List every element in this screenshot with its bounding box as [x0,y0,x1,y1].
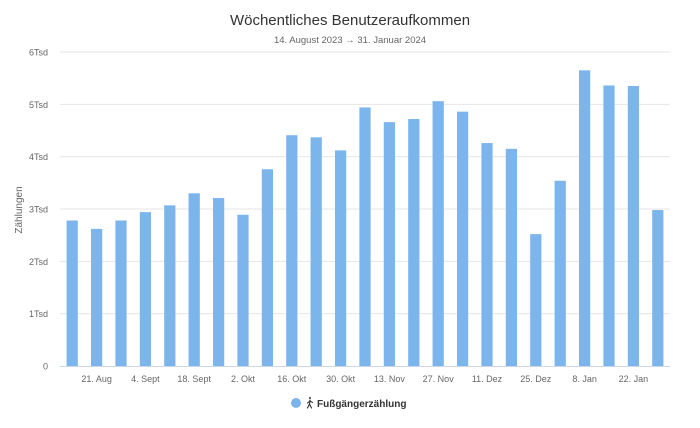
legend-label: Fußgängerzählung [317,399,406,410]
bar[interactable] [652,210,664,366]
bar[interactable] [115,220,127,366]
x-tick-label: 18. Sept [177,374,211,384]
bar[interactable] [139,212,152,366]
bar[interactable] [481,143,493,366]
x-tick-label: 8. Jan [572,374,597,384]
bar[interactable] [237,214,249,366]
chart-subtitle: 14. August 2023 → 31. Januar 2024 [274,35,426,46]
pedestrian-icon [306,397,314,409]
bar[interactable] [334,150,347,366]
bar[interactable] [383,122,396,366]
y-tick-label: 3Tsd [29,205,48,215]
x-tick-label: 13. Nov [374,374,406,384]
bar[interactable] [408,118,420,366]
x-axis-labels: 21. Aug 4. Sept 18. Sept 2. Okt 16. Okt 30. O… [81,374,648,384]
bar[interactable] [456,111,469,366]
bar[interactable] [603,85,615,366]
y-tick-label: 1Tsd [29,309,48,319]
legend[interactable]: Fußgängerzählung [291,397,406,410]
bar[interactable] [505,148,518,366]
y-axis-labels: 0 1Tsd 2Tsd 3Tsd 4Tsd 5Tsd 6Tsd [29,48,48,372]
bar[interactable] [164,205,176,366]
y-tick-label: 4Tsd [29,152,48,162]
x-tick-label: 30. Okt [326,374,356,384]
y-axis-title: Zählungen [14,186,25,233]
x-tick-label: 21. Aug [81,374,112,384]
bar[interactable] [261,169,274,366]
bar[interactable] [530,234,542,366]
x-tick-label: 2. Okt [231,374,256,384]
bar[interactable] [359,107,371,367]
x-tick-label: 4. Sept [131,374,160,384]
bar[interactable] [554,180,566,366]
x-tick-label: 11. Dez [472,374,503,384]
legend-marker [291,398,301,408]
bar[interactable] [66,220,78,366]
bar[interactable] [212,198,225,366]
x-tick-label: 25. Dez [520,374,552,384]
y-tick-label: 0 [43,362,48,372]
chart-title: Wöchentliches Benutzeraufkommen [230,12,470,29]
x-tick-label: 16. Okt [277,374,307,384]
bar[interactable] [286,135,298,366]
bar[interactable] [188,193,200,366]
y-tick-label: 6Tsd [29,48,48,58]
bar-series [66,70,664,367]
x-tick-label: 27. Nov [423,374,455,384]
bar[interactable] [578,70,591,367]
bar[interactable] [310,137,322,366]
bar[interactable] [627,86,640,367]
bar[interactable] [432,101,444,367]
x-tick-label: 22. Jan [619,374,649,384]
y-tick-label: 2Tsd [29,257,48,267]
y-tick-label: 5Tsd [29,100,48,110]
bar[interactable] [90,228,103,366]
